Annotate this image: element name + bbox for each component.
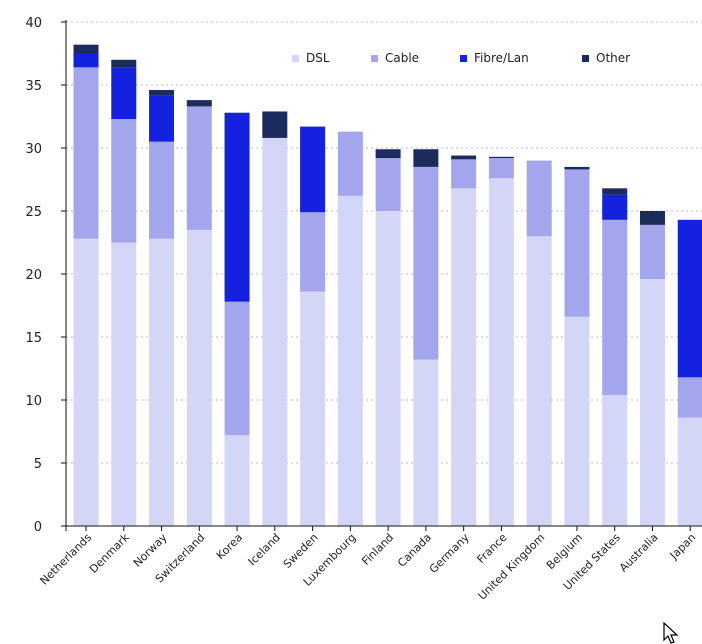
bar-segment-dsl (489, 178, 514, 526)
legend-label: Cable (385, 51, 419, 65)
bar-segment-cable (489, 158, 514, 178)
bar-segment-other (640, 211, 665, 225)
bar-segment-dsl (187, 230, 212, 526)
bar-segment-fibre-lan (74, 54, 99, 68)
bar-segment-dsl (262, 138, 287, 526)
legend-swatch (582, 55, 589, 62)
bar-segment-cable (74, 67, 99, 238)
bar-segment-dsl (376, 211, 401, 526)
bar-segment-other (74, 45, 99, 54)
x-tick-label: Finland (359, 531, 396, 568)
x-tick-label: Germany (427, 531, 472, 576)
cursor-arrow-icon (662, 622, 684, 644)
legend-label: Fibre/Lan (474, 51, 529, 65)
x-tick-label: Denmark (87, 530, 132, 575)
bar-segment-dsl (564, 317, 589, 526)
bar-segment-cable (225, 302, 250, 436)
x-tick-label: Iceland (246, 531, 283, 568)
bar-segment-cable (187, 106, 212, 229)
bar-segment-dsl (527, 236, 552, 526)
bar-segment-dsl (300, 292, 325, 526)
legend: DSL Cable Fibre/Lan Other (292, 51, 630, 65)
bar-segment-fibre-lan (149, 95, 174, 142)
bar-segment-cable (564, 169, 589, 316)
bar-segment-dsl (149, 239, 174, 526)
y-tick-label: 35 (25, 79, 42, 94)
bar-segment-dsl (74, 239, 99, 526)
bar-segment-cable (451, 159, 476, 188)
bar-segment-other (564, 167, 589, 170)
bar-segment-dsl (602, 395, 627, 526)
bar-segment-other (262, 111, 287, 137)
bar-segment-dsl (225, 435, 250, 526)
bar-segment-cable (338, 132, 363, 196)
bar-segment-dsl (338, 196, 363, 526)
y-tick-label: 20 (25, 268, 42, 283)
bar-segment-other (149, 90, 174, 95)
y-tick-label: 10 (25, 394, 42, 409)
y-tick-label: 0 (34, 520, 42, 535)
legend-swatch (460, 55, 467, 62)
bars (74, 45, 702, 526)
bar-segment-cable (640, 225, 665, 279)
bar-segment-other (187, 100, 212, 106)
bar-segment-dsl (451, 188, 476, 526)
bar-segment-cable (678, 377, 702, 417)
bar-segment-fibre-lan (111, 67, 136, 119)
y-tick-label: 15 (25, 331, 42, 346)
bar-segment-cable (376, 158, 401, 211)
legend-swatch (371, 55, 378, 62)
bar-segment-fibre-lan (225, 113, 250, 302)
bar-segment-dsl (111, 243, 136, 527)
y-tick-label: 25 (25, 205, 42, 220)
bar-segment-fibre-lan (300, 127, 325, 213)
bar-segment-cable (111, 119, 136, 242)
x-tick-label: United Kingdom (476, 531, 548, 603)
y-tick-label: 5 (34, 457, 42, 472)
bar-segment-dsl (413, 360, 438, 526)
bar-segment-cable (300, 212, 325, 291)
bar-segment-cable (527, 161, 552, 237)
x-tick-label: France (474, 531, 509, 566)
bar-segment-fibre-lan (602, 195, 627, 220)
legend-label: DSL (306, 51, 330, 65)
legend-label: Other (596, 51, 630, 65)
x-tick-label: Australia (617, 531, 661, 575)
bar-segment-other (451, 156, 476, 160)
bar-segment-cable (149, 142, 174, 239)
bar-segment-other (489, 157, 514, 158)
legend-swatch (292, 55, 299, 62)
x-tick-label: Netherlands (38, 531, 95, 588)
bar-segment-dsl (678, 418, 702, 526)
y-tick-labels: 0 5 10 15 20 25 30 35 40 (25, 16, 66, 535)
x-tick-label: Korea (214, 531, 245, 562)
bar-segment-other (376, 149, 401, 158)
bar-segment-dsl (640, 279, 665, 526)
bar-segment-other (413, 149, 438, 167)
bar-segment-cable (602, 220, 627, 395)
bar-segment-other (111, 60, 136, 68)
bar-segment-fibre-lan (678, 220, 702, 378)
y-tick-label: 30 (25, 142, 42, 157)
x-tick-label: Canada (395, 531, 434, 570)
y-tick-label: 40 (25, 16, 42, 31)
x-tick-label: Japan (667, 531, 699, 563)
bar-segment-other (602, 188, 627, 194)
bar-segment-cable (413, 167, 438, 360)
